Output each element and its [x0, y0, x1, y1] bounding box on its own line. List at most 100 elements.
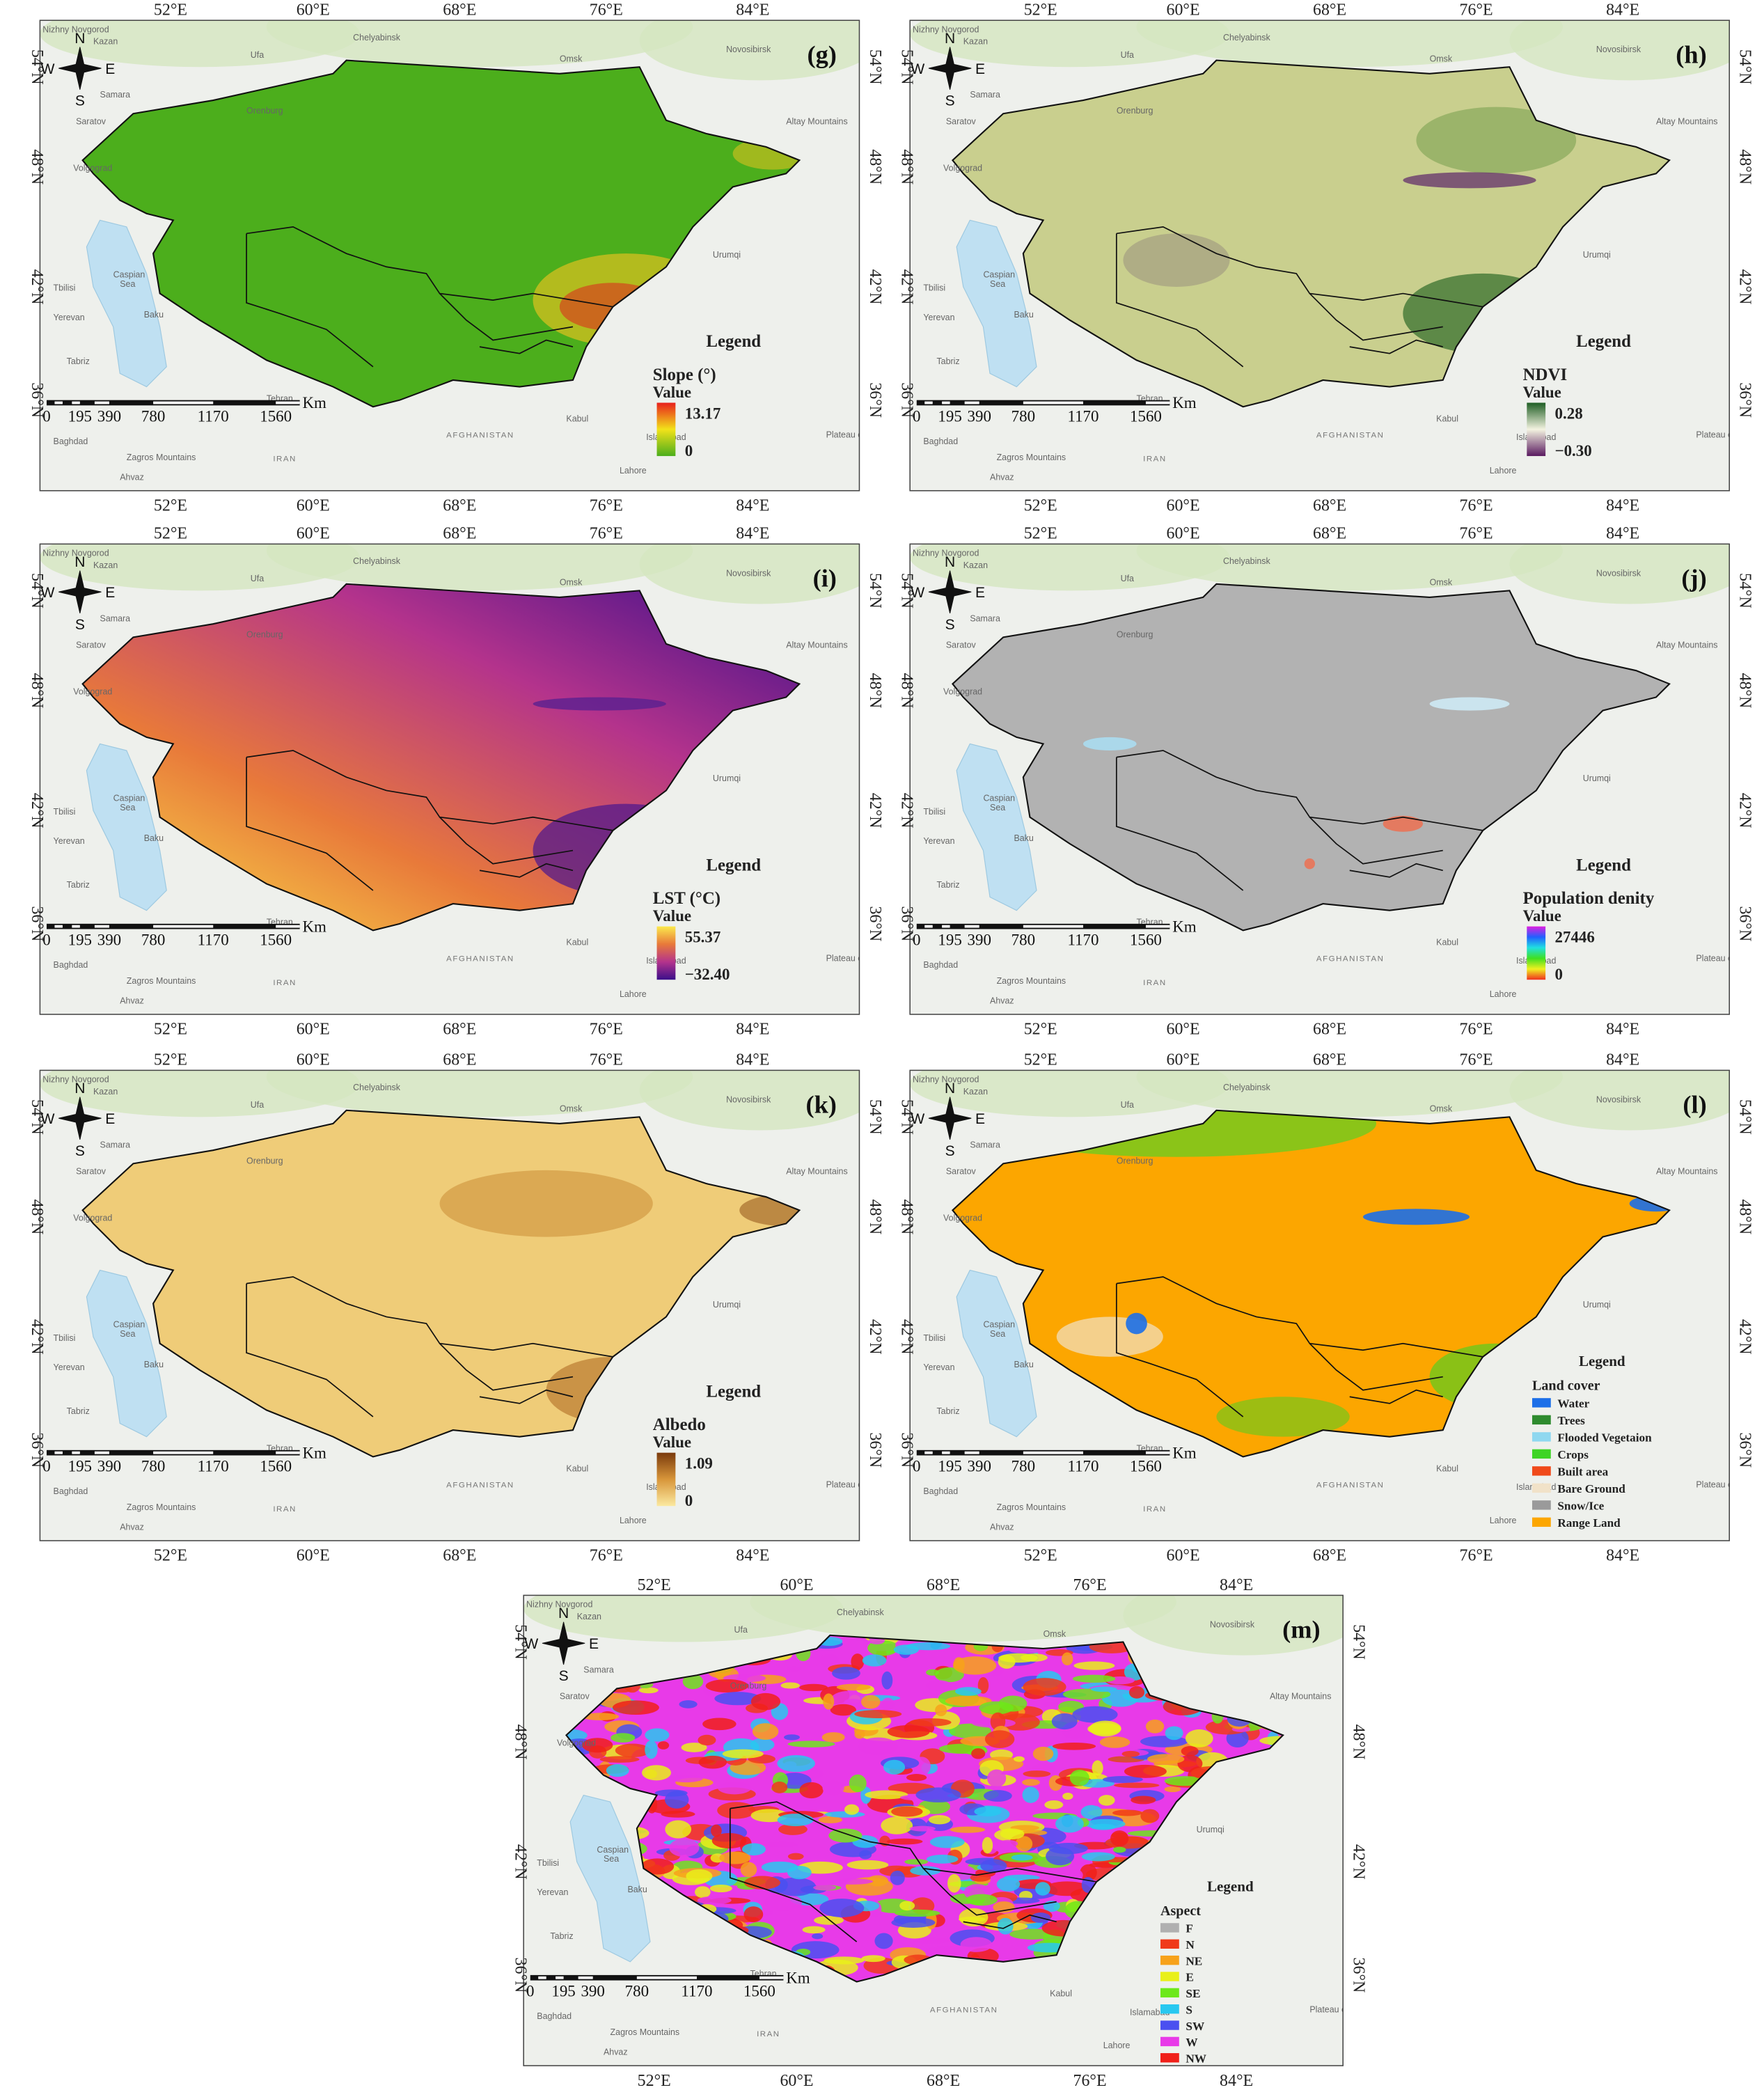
compass-e: E	[105, 585, 115, 601]
compass-e: E	[589, 1636, 599, 1652]
place-label: Kazan	[963, 37, 988, 47]
place-label: Tabriz	[67, 356, 90, 366]
place-label: Zagros Mountains	[611, 2027, 680, 2037]
border	[439, 817, 574, 865]
vegetation	[1136, 20, 1563, 68]
aspect-patch	[582, 1738, 613, 1753]
scale-label: 195	[68, 407, 92, 425]
aspect-patch	[887, 1724, 930, 1738]
compass: N S W E	[41, 554, 116, 633]
place-label: Chelyabinsk	[353, 556, 401, 566]
basemap: Nizhny Novgorod Kazan Ufa Chelyabinsk Omsk No…	[523, 1595, 1349, 2066]
place-label: Ahvaz	[990, 996, 1014, 1006]
legend-swatch	[1160, 2053, 1179, 2063]
lon-tick-bottom: 60°E	[297, 1547, 330, 1565]
compass-n: N	[945, 31, 955, 47]
border	[479, 863, 574, 878]
lat-tick-right: 36°N	[1736, 906, 1754, 941]
aspect-patch	[886, 1838, 923, 1845]
lon-tick-bottom: 60°E	[1167, 1021, 1200, 1039]
place-label: Orenburg	[246, 629, 283, 639]
place-label: Urumqi	[713, 250, 741, 260]
aspect-patch	[883, 1759, 906, 1775]
map-frame	[39, 543, 860, 1015]
legend-item: NW	[1186, 2052, 1206, 2065]
land-patch	[1429, 697, 1510, 711]
border	[1309, 817, 1443, 865]
place-label: Baku	[1014, 1360, 1033, 1369]
aspect-patch	[1055, 1815, 1084, 1833]
legend-min: −0.30	[1555, 442, 1592, 459]
place-label: Lahore	[1490, 989, 1517, 999]
legend-item: W	[1186, 2036, 1197, 2049]
lat-tick-left: 48°N	[28, 673, 46, 709]
place-label: Kazan	[963, 1087, 988, 1097]
scale-bar-seg	[538, 1976, 546, 1979]
scale-label: 390	[581, 1983, 604, 2000]
place-label: AFGHANISTAN	[1316, 1481, 1385, 1489]
vegetation	[1509, 20, 1730, 81]
place-label: Volgograd	[73, 687, 112, 697]
aspect-patch	[1044, 1800, 1064, 1809]
scale-label: 1560	[260, 931, 292, 948]
lat-tick-right: 54°N	[1736, 1099, 1754, 1135]
legend-swatch	[1531, 1415, 1551, 1425]
place-label: Baghdad	[54, 960, 88, 970]
place-label: Baghdad	[923, 437, 958, 446]
aspect-patch	[934, 1667, 964, 1683]
lat-tick-left: 36°N	[28, 1432, 46, 1468]
border	[246, 1283, 374, 1417]
aspect-patch	[777, 1754, 815, 1773]
place-label: Ufa	[1121, 1100, 1134, 1110]
aspect-patch	[890, 1870, 905, 1885]
scale-label: 1560	[260, 1457, 292, 1475]
place-label: Plateau of	[1309, 2004, 1349, 2014]
place-label: Caspian	[597, 1845, 629, 1855]
lon-tick-top: 60°E	[1167, 1, 1200, 19]
lon-tick-bottom: 68°E	[1313, 1547, 1346, 1565]
compass-star	[58, 1097, 102, 1140]
scale-label: 1560	[743, 1983, 775, 2000]
lat-tick-right: 54°N	[1736, 573, 1754, 608]
scale-label: 195	[938, 931, 961, 948]
aspect-patch	[799, 1683, 828, 1692]
compass: N S W E	[41, 1081, 116, 1159]
place-label: Sea	[120, 1329, 135, 1339]
scale-bar-seg	[1023, 925, 1083, 928]
aspect-patch	[954, 1687, 982, 1696]
land-patch	[439, 1170, 653, 1237]
land-patch	[1056, 1317, 1163, 1357]
compass-w: W	[911, 585, 924, 601]
lat-tick-right: 36°N	[1736, 382, 1754, 418]
scale-bar-seg	[153, 1451, 214, 1454]
place-label: Chelyabinsk	[353, 33, 401, 42]
place-label: Urumqi	[1583, 773, 1611, 783]
place-label: Omsk	[1430, 578, 1453, 588]
place-label: Orenburg	[1117, 629, 1153, 639]
compass-n: N	[74, 1081, 85, 1097]
lon-tick-bottom: 84°E	[1606, 1547, 1639, 1565]
legend-item: Water	[1557, 1397, 1589, 1411]
lon-tick-bottom: 84°E	[736, 497, 769, 515]
scale-bar-seg	[942, 401, 950, 404]
scale-bar-seg	[94, 925, 109, 928]
legend-swatch	[1160, 1972, 1179, 1981]
caspian-sea	[86, 219, 167, 388]
scale-bar-seg	[1145, 925, 1170, 928]
aspect-patch	[612, 1700, 659, 1715]
scale-label: 0	[913, 407, 920, 425]
legend-title: LST (°C)	[653, 889, 720, 908]
aspect-patch	[686, 1869, 713, 1883]
compass-e: E	[975, 585, 985, 601]
map-frame	[39, 1069, 860, 1541]
land-patch	[1383, 815, 1424, 832]
lat-tick-right: 36°N	[866, 906, 884, 941]
aspect-patch	[1052, 1742, 1096, 1750]
aspect-patch	[799, 1782, 824, 1799]
map-panel: Nizhny Novgorod Kazan Ufa Chelyabinsk Omsk No…	[512, 1576, 1368, 2090]
place-label: Yerevan	[54, 1362, 85, 1372]
place-label: AFGHANISTAN	[1316, 431, 1385, 439]
place-label: Baghdad	[54, 437, 88, 446]
aspect-patch	[606, 1764, 629, 1777]
aspect-patch	[1124, 1764, 1167, 1778]
